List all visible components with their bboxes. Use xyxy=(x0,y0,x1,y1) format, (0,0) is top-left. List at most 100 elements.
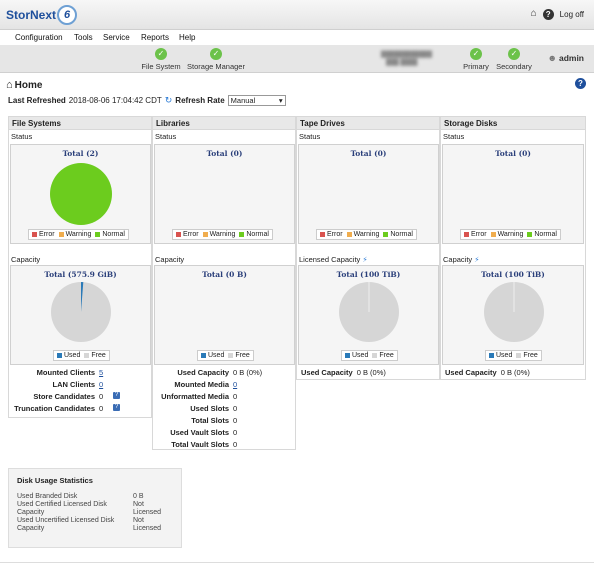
pie-slice-used xyxy=(81,282,84,312)
stat-value: 0 B (0%) xyxy=(500,368,530,377)
chart-title: Total (0) xyxy=(350,149,387,158)
chart-title: Total (0 B) xyxy=(202,270,247,279)
chart-title: Total (0) xyxy=(206,149,243,158)
menu-tools[interactable]: Tools xyxy=(74,33,93,42)
stat-label: Mounted Clients xyxy=(36,368,95,377)
legend-free: Free xyxy=(372,352,394,359)
legend-normal: Normal xyxy=(239,231,269,238)
legend-free: Free xyxy=(84,352,106,359)
legend-error: Error xyxy=(32,231,55,238)
status-chart[interactable]: Total (0) Error Warning Normal xyxy=(298,144,439,244)
capacity-chart[interactable]: Total (0 B) Used Free xyxy=(154,265,295,365)
disk-usage-value: Not Licensed xyxy=(133,517,162,532)
legend-normal: Normal xyxy=(95,231,125,238)
capacity-legend: Used Free xyxy=(53,350,110,361)
legend-used: Used xyxy=(489,352,512,359)
status-label: Status xyxy=(155,132,177,141)
status-chart[interactable]: Total (0) Error Warning Normal xyxy=(154,144,295,244)
page-title-text: Home xyxy=(14,79,43,91)
stat-mounted-media: Mounted Media 0 xyxy=(153,380,237,389)
user-name: admin xyxy=(558,53,584,63)
capacity-pie xyxy=(51,282,111,342)
stat-store-candidates: Store Candidates 0 ? xyxy=(9,392,121,401)
panel-title: File Systems xyxy=(9,117,151,130)
capacity-label: Capacity ⚡ xyxy=(441,253,482,265)
status-secondary[interactable]: ✓ Secondary xyxy=(494,48,534,71)
stat-used-capacity: Used Capacity 0 B (0%) xyxy=(301,368,386,377)
stat-label: Used Capacity xyxy=(445,368,497,377)
stat-label: Used Capacity xyxy=(301,368,353,377)
menu-help[interactable]: Help xyxy=(179,33,196,42)
stat-value: 0 B (0%) xyxy=(356,368,386,377)
home-icon[interactable]: ⌂ xyxy=(530,8,537,19)
legend-error: Error xyxy=(464,231,487,238)
refresh-rate-label: Refresh Rate xyxy=(175,96,225,105)
status-bar: ✓ File System ✓ Storage Manager ████████… xyxy=(0,45,594,73)
stat-used-slots: Used Slots 0 xyxy=(153,404,237,413)
check-icon: ✓ xyxy=(210,48,222,60)
status-primary[interactable]: ✓ Primary xyxy=(460,48,492,71)
capacity-chart[interactable]: Total (575.9 GiB) Used Free xyxy=(10,265,151,365)
legend-warning: Warning xyxy=(202,231,235,238)
status-label: Status xyxy=(299,132,321,141)
stat-value: 0 xyxy=(233,440,238,449)
stat-value: 0 xyxy=(99,392,104,401)
status-legend: Error Warning Normal xyxy=(172,229,273,240)
disk-usage-row: Used Uncertified Licensed Disk Capacity … xyxy=(9,517,181,533)
capacity-legend: Used Free xyxy=(485,350,542,361)
stat-label: LAN Clients xyxy=(52,380,95,389)
capacity-legend: Used Free xyxy=(197,350,254,361)
disk-usage-value: 0 B xyxy=(133,493,144,500)
logo-version-badge: 6 xyxy=(57,5,78,25)
disk-usage-value: Not Licensed xyxy=(133,501,162,516)
capacity-label-text: Capacity xyxy=(443,255,473,264)
info-icon[interactable]: ? xyxy=(113,392,121,399)
capacity-chart[interactable]: Total (100 TiB) Used Free xyxy=(298,265,439,365)
menu-service[interactable]: Service xyxy=(103,33,130,42)
status-file-system[interactable]: ✓ File System xyxy=(140,48,182,71)
stat-label: Unformatted Media xyxy=(161,392,229,401)
legend-warning: Warning xyxy=(58,231,91,238)
stat-used-capacity: Used Capacity 0 B (0%) xyxy=(445,368,530,377)
lan-clients-link[interactable]: 0 xyxy=(99,380,104,389)
stat-truncation-candidates: Truncation Candidates 0 ? xyxy=(9,404,121,413)
mounted-media-link[interactable]: 0 xyxy=(233,380,238,389)
status-chart[interactable]: Total (2) Error Warning Normal xyxy=(10,144,151,244)
chart-title: Total (100 TiB) xyxy=(481,270,545,279)
info-icon[interactable]: ? xyxy=(113,404,121,411)
home-icon: ⌂ xyxy=(6,79,13,91)
disk-usage-label: Used Certified Licensed Disk Capacity xyxy=(17,501,107,516)
refresh-rate-select[interactable]: Manual ▾ xyxy=(227,95,286,106)
help-icon[interactable]: ? xyxy=(542,8,554,20)
menu-reports[interactable]: Reports xyxy=(141,33,170,42)
stat-value: 0 xyxy=(99,404,104,413)
stat-unformatted-media: Unformatted Media 0 xyxy=(153,392,237,401)
user-menu[interactable]: ☻ admin xyxy=(547,53,584,63)
stat-label: Used Vault Slots xyxy=(170,428,229,437)
chart-title: Total (100 TiB) xyxy=(336,270,401,279)
menu-configuration[interactable]: Configuration xyxy=(15,33,63,42)
disk-usage-statistics: Disk Usage Statistics Used Branded Disk … xyxy=(8,468,182,548)
logo-text: StorNext xyxy=(6,8,57,22)
pie-slice-normal xyxy=(50,163,112,225)
logoff-link[interactable]: Log off xyxy=(559,9,584,19)
status-legend: Error Warning Normal xyxy=(28,229,129,240)
refresh-icon[interactable]: ↻ xyxy=(164,95,173,105)
stornext-logo[interactable]: StorNext 6 xyxy=(6,5,78,25)
capacity-chart[interactable]: Total (100 TiB) Used Free xyxy=(442,265,584,365)
stat-lan-clients: LAN Clients 0 xyxy=(9,380,103,389)
status-chart[interactable]: Total (0) Error Warning Normal xyxy=(442,144,584,244)
legend-warning: Warning xyxy=(346,231,379,238)
mounted-clients-link[interactable]: 5 xyxy=(99,368,104,377)
stat-label: Mounted Media xyxy=(174,380,229,389)
stat-value: 0 xyxy=(233,404,238,413)
panel-title: Storage Disks xyxy=(441,117,585,130)
stat-label: Truncation Candidates xyxy=(14,404,95,413)
page-help-icon[interactable]: ? xyxy=(575,78,586,89)
info-icon[interactable]: ⚡ xyxy=(362,255,368,264)
panel-libraries: Libraries Status Total (0) Error Warning… xyxy=(152,116,296,450)
status-storage-manager[interactable]: ✓ Storage Manager xyxy=(186,48,246,71)
disk-usage-label: Used Uncertified Licensed Disk Capacity xyxy=(17,517,115,532)
info-icon[interactable]: ⚡ xyxy=(474,255,480,264)
capacity-pie xyxy=(484,282,544,342)
